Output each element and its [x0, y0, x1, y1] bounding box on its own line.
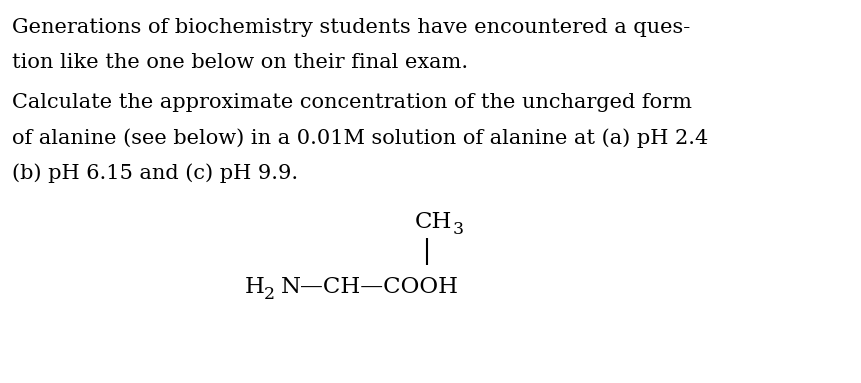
- Text: N—CH—COOH: N—CH—COOH: [281, 276, 459, 298]
- Text: of alanine (see below) in a 0.01M solution of alanine at (a) pH 2.4: of alanine (see below) in a 0.01M soluti…: [12, 128, 709, 148]
- Text: 2: 2: [263, 286, 275, 303]
- Text: 3: 3: [452, 221, 463, 238]
- Text: tion like the one below on their final exam.: tion like the one below on their final e…: [12, 53, 468, 72]
- Text: CH: CH: [415, 211, 452, 233]
- Text: (b) pH 6.15 and (c) pH 9.9.: (b) pH 6.15 and (c) pH 9.9.: [12, 163, 298, 183]
- Text: Generations of biochemistry students have encountered a ques-: Generations of biochemistry students hav…: [12, 18, 691, 37]
- Text: H: H: [245, 276, 265, 298]
- Text: Calculate the approximate concentration of the uncharged form: Calculate the approximate concentration …: [12, 93, 692, 112]
